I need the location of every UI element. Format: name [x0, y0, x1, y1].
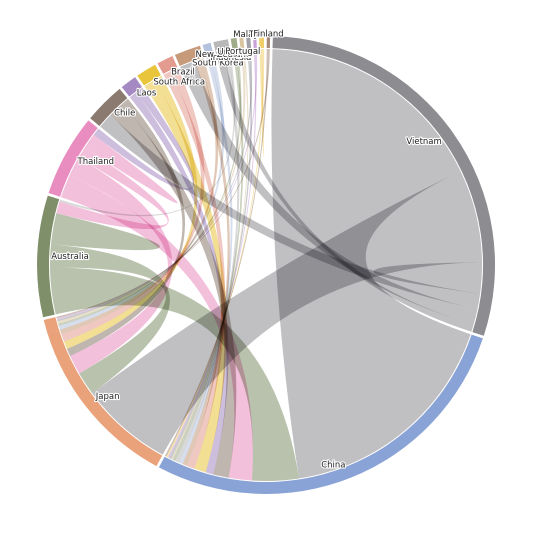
label-uruguay: Uruguay — [218, 48, 254, 58]
label-brazil: Brazil — [171, 68, 195, 78]
label-china: China — [321, 460, 345, 470]
ribbon-thailand-to-japan[interactable] — [69, 157, 173, 374]
arc-china[interactable] — [158, 334, 483, 494]
label-thailand: Thailand — [77, 157, 115, 167]
arc-portugal[interactable] — [239, 37, 245, 50]
arc-russia[interactable] — [259, 36, 265, 49]
arc-indonesia[interactable] — [202, 42, 214, 57]
label-russia: Ru — [256, 30, 267, 40]
arc-taiwan[interactable] — [253, 36, 257, 49]
ribbon-vietnam-to-chile[interactable] — [100, 114, 481, 310]
label-south-africa: South Africa — [153, 77, 205, 87]
label-australia: Australia — [51, 252, 89, 262]
ribbon-laos-to-china[interactable] — [129, 92, 229, 475]
label-chile: Chile — [114, 108, 135, 118]
label-portugal: Portugal — [225, 47, 260, 57]
ribbon-new-zealand-to-china[interactable] — [175, 52, 240, 463]
arc-finland[interactable] — [266, 35, 271, 48]
ribbon-vietnam-to-vietnam[interactable] — [373, 262, 483, 294]
arc-uruguay[interactable] — [230, 37, 238, 51]
arc-south-africa[interactable] — [137, 64, 161, 86]
arc-malaysia[interactable] — [246, 36, 252, 49]
arcs-layer — [37, 35, 496, 494]
arc-laos[interactable] — [121, 77, 142, 97]
arc-new-zealand[interactable] — [213, 39, 230, 54]
ribbon-vietnam-to-japan[interactable] — [92, 171, 482, 455]
ribbon-south-africa-to-china[interactable] — [144, 80, 227, 473]
label-indonesia: Indonesia — [210, 53, 251, 63]
ribbon-australia-to-australia[interactable] — [51, 213, 160, 251]
label-taiwan: Tai — [248, 30, 260, 40]
ribbons-layer — [49, 48, 483, 481]
ribbon-thailand-to-china[interactable] — [60, 175, 253, 481]
label-japan: Japan — [95, 392, 120, 402]
arc-brazil[interactable] — [157, 56, 178, 74]
ribbon-vietnam-to-china[interactable] — [271, 49, 471, 479]
ribbon-south-africa-to-japan[interactable] — [64, 76, 198, 349]
arc-thailand[interactable] — [48, 120, 98, 197]
ribbon-laos-to-thailand[interactable] — [93, 87, 195, 190]
arc-south-korea[interactable] — [174, 45, 204, 66]
ribbon-australia-to-japan[interactable] — [49, 244, 170, 394]
label-finland: Finland — [253, 30, 283, 40]
ribbon-australia-to-china[interactable] — [50, 267, 299, 481]
arc-australia[interactable] — [37, 195, 60, 318]
arc-chile[interactable] — [90, 88, 128, 126]
arc-japan[interactable] — [43, 317, 163, 467]
label-malaysia: Malays — [233, 30, 263, 40]
ribbon-brazil-to-japan[interactable] — [61, 67, 205, 342]
ribbon-thailand-to-thailand[interactable] — [84, 134, 178, 204]
label-laos: Laos — [137, 89, 157, 99]
label-vietnam: Vietnam — [406, 137, 441, 147]
label-south-korea: South Korea — [192, 59, 244, 69]
label-new-zealand: New Zealand — [195, 50, 251, 60]
labels-layer: Vietnam China Japan Australia Thailand ChileL… — [50, 28, 443, 471]
